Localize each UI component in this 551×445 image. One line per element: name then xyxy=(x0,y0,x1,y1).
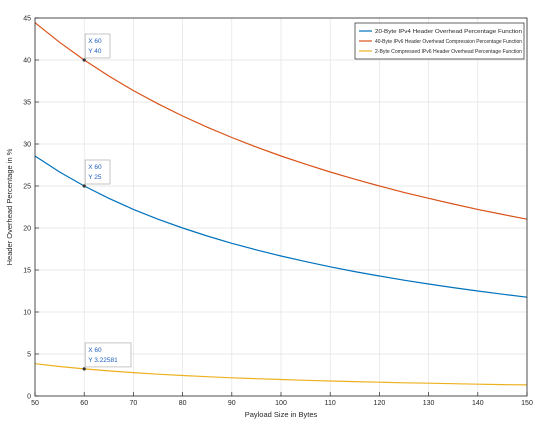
datatip-x-text: X 60 xyxy=(88,38,102,45)
y-tick-label: 35 xyxy=(23,100,31,107)
y-tick-label: 25 xyxy=(23,184,31,191)
datatip-y-text: Y 3.22581 xyxy=(88,357,118,364)
x-tick-label: 150 xyxy=(521,400,533,407)
datatip-marker-1[interactable] xyxy=(82,58,86,62)
datatip-x-text: X 60 xyxy=(88,164,102,171)
x-axis-label: Payload Size in Bytes xyxy=(245,410,318,419)
datatip-box-2[interactable] xyxy=(84,159,111,185)
x-tick-label: 60 xyxy=(80,400,88,407)
datatip-box-3[interactable] xyxy=(84,342,132,368)
y-tick-label: 10 xyxy=(23,310,31,317)
y-axis-label: Header Overhead Percentage in % xyxy=(5,148,14,265)
y-tick-label: 45 xyxy=(23,16,31,23)
x-tick-label: 130 xyxy=(423,400,435,407)
y-tick-label: 20 xyxy=(23,226,31,233)
x-tick-label: 140 xyxy=(472,400,484,407)
y-tick-label: 5 xyxy=(27,352,31,359)
legend[interactable]: 20-Byte IPv4 Header Overhead Percentage … xyxy=(354,22,525,60)
y-tick-label: 15 xyxy=(23,268,31,275)
x-tick-label: 110 xyxy=(325,400,336,407)
x-tick-label: 90 xyxy=(228,400,236,407)
x-tick-label: 120 xyxy=(374,400,386,407)
legend-entry-1: 20-Byte IPv4 Header Overhead Percentage … xyxy=(375,29,522,35)
y-tick-label: 40 xyxy=(23,58,31,65)
datatip-marker-2[interactable] xyxy=(82,184,86,188)
x-tick-label: 50 xyxy=(31,400,39,407)
datatip-x-text: X 60 xyxy=(88,347,102,354)
datatip-marker-3[interactable] xyxy=(82,367,86,371)
series-line-1 xyxy=(34,155,528,298)
x-tick-label: 80 xyxy=(179,400,187,407)
legend-entry-3: 2-Byte Compressed IPv6 Header Overhead P… xyxy=(375,49,522,55)
x-tick-label: 70 xyxy=(130,400,138,407)
y-axis: 0 5 10 15 20 25 30 35 40 45 xyxy=(23,16,39,401)
series-line-2 xyxy=(34,22,528,220)
datatip-box-1[interactable] xyxy=(84,33,111,59)
y-tick-label: 30 xyxy=(23,142,31,149)
x-tick-label: 100 xyxy=(275,400,287,407)
x-axis: 50 60 70 80 90 100 110 120 130 140 150 xyxy=(31,392,533,407)
legend-entry-2: 40-Byte IPv6 Header Overhead Compression… xyxy=(375,39,522,45)
series-lines xyxy=(34,22,528,386)
datatip-y-text: Y 40 xyxy=(88,48,102,55)
series-line-3 xyxy=(34,363,528,386)
datatips[interactable]: X 60 Y 40 X 60 Y 25 X 60 Y 3.22581 xyxy=(82,33,132,371)
datatip-y-text: Y 25 xyxy=(88,174,102,181)
y-tick-label: 0 xyxy=(27,394,31,401)
legend-box xyxy=(354,22,525,60)
